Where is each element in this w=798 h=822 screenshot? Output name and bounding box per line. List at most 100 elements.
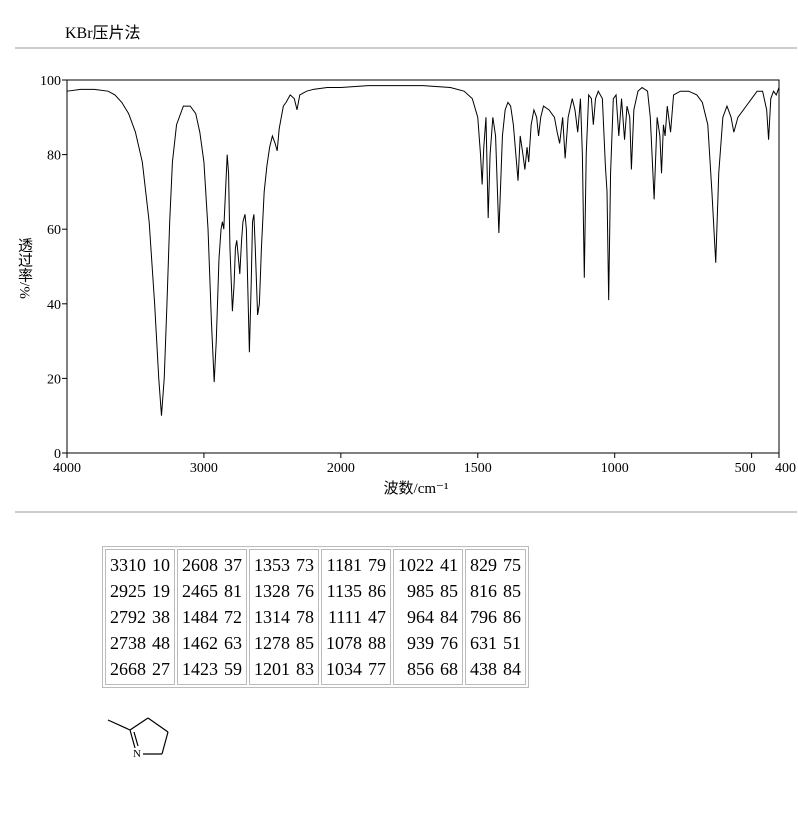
- transmittance: 47: [368, 607, 386, 627]
- wavenumber: 2668: [110, 659, 146, 679]
- wavenumber: 2738: [110, 633, 146, 653]
- transmittance: 78: [296, 607, 314, 627]
- wavenumber: 796: [470, 607, 497, 627]
- transmittance: 19: [152, 581, 170, 601]
- wavenumber: 1201: [254, 659, 290, 679]
- table-column: 1353 73 1328 76 1314 78 1278 85 1201 83: [249, 549, 319, 685]
- y-tick-label: 60: [47, 223, 61, 238]
- y-tick-label: 20: [47, 372, 61, 387]
- wavenumber: 964: [407, 607, 434, 627]
- wavenumber: 1484: [182, 607, 218, 627]
- x-tick-label: 2000: [327, 461, 355, 476]
- wavenumber: 2792: [110, 607, 146, 627]
- wavenumber: 1353: [254, 555, 290, 575]
- table-cell: 2792 38: [110, 604, 170, 630]
- spectrum: [66, 85, 780, 416]
- wavenumber: 631: [470, 633, 497, 653]
- wavenumber: 816: [470, 581, 497, 601]
- x-tick-label: 500: [735, 461, 756, 476]
- transmittance: 27: [152, 659, 170, 679]
- table-cell: 1462 63: [182, 630, 242, 656]
- table-cell: 1278 85: [254, 630, 314, 656]
- transmittance: 79: [368, 555, 386, 575]
- table-column: 1022 41 985 85 964 84 939 76 856 68: [393, 549, 463, 685]
- transmittance: 81: [224, 581, 242, 601]
- y-axis-label: 透过率/%: [16, 237, 33, 299]
- wavenumber: 1462: [182, 633, 218, 653]
- table-cell: 2608 37: [182, 552, 242, 578]
- transmittance: 85: [440, 581, 458, 601]
- transmittance: 86: [368, 581, 386, 601]
- x-tick-label: 4000: [53, 461, 81, 476]
- y-tick-label: 100: [40, 74, 61, 89]
- transmittance: 38: [152, 607, 170, 627]
- table-cell: 1484 72: [182, 604, 242, 630]
- wavenumber: 856: [407, 659, 434, 679]
- table-column: 3310 10 2925 19 2792 38 2738 48 2668 27: [105, 549, 175, 685]
- table-column: 1181 79 1135 86 1111 47 1078 88 1034 77: [321, 549, 391, 685]
- transmittance: 88: [368, 633, 386, 653]
- table-cell: 796 86: [470, 604, 521, 630]
- table-cell: 1328 76: [254, 578, 314, 604]
- wavenumber: 1423: [182, 659, 218, 679]
- transmittance: 68: [440, 659, 458, 679]
- table-cell: 1111 47: [326, 604, 386, 630]
- transmittance: 85: [503, 581, 521, 601]
- wavenumber: 438: [470, 659, 497, 679]
- table-cell: 1135 86: [326, 578, 386, 604]
- table-cell: 1078 88: [326, 630, 386, 656]
- table-cell: 939 76: [398, 630, 458, 656]
- table-cell: 829 75: [470, 552, 521, 578]
- table-cell: 816 85: [470, 578, 521, 604]
- wavenumber: 985: [407, 581, 434, 601]
- x-tick-label: 400: [775, 461, 796, 476]
- transmittance: 51: [503, 633, 521, 653]
- transmittance: 63: [224, 633, 242, 653]
- wavenumber: 1278: [254, 633, 290, 653]
- table-cell: 985 85: [398, 578, 458, 604]
- wavenumber: 1034: [326, 659, 362, 679]
- transmittance: 85: [296, 633, 314, 653]
- table-cell: 1201 83: [254, 656, 314, 682]
- transmittance: 59: [224, 659, 242, 679]
- table-cell: 964 84: [398, 604, 458, 630]
- table-cell: 2668 27: [110, 656, 170, 682]
- peak-table: 3310 10 2925 19 2792 38 2738 48 2668 27 2608 37 2465…: [102, 546, 529, 688]
- table-cell: 2738 48: [110, 630, 170, 656]
- method-title: KBr压片法: [65, 24, 141, 42]
- transmittance: 37: [224, 555, 242, 575]
- transmittance: 76: [296, 581, 314, 601]
- y-tick-label: 0: [54, 447, 61, 462]
- wavenumber: 1022: [398, 555, 434, 575]
- transmittance: 84: [503, 659, 521, 679]
- chart: KBr压片法 波数/cm⁻¹ 透过率/% 0 20 40 60 80 100 4000 300…: [15, 24, 797, 513]
- wavenumber: 939: [407, 633, 434, 653]
- atom-label: N: [133, 748, 141, 760]
- table-cell: 3310 10: [110, 552, 170, 578]
- y-tick-label: 40: [47, 298, 61, 313]
- x-tick-label: 1000: [601, 461, 629, 476]
- structure: N: [107, 717, 169, 760]
- table-cell: 1181 79: [326, 552, 386, 578]
- table-column: 2608 37 2465 81 1484 72 1462 63 1423 59: [177, 549, 247, 685]
- table-cell: 856 68: [398, 656, 458, 682]
- wavenumber: 1314: [254, 607, 290, 627]
- wavenumber: 829: [470, 555, 497, 575]
- table-cell: 438 84: [470, 656, 521, 682]
- x-axis-label: 波数/cm⁻¹: [384, 480, 449, 497]
- transmittance: 84: [440, 607, 458, 627]
- transmittance: 86: [503, 607, 521, 627]
- transmittance: 10: [152, 555, 170, 575]
- bonds: [107, 717, 169, 755]
- table-cell: 1034 77: [326, 656, 386, 682]
- x-tick-label: 3000: [190, 461, 218, 476]
- y-tick-label: 80: [47, 149, 61, 164]
- table-cell: 1353 73: [254, 552, 314, 578]
- table-cell: 2465 81: [182, 578, 242, 604]
- transmittance: 75: [503, 555, 521, 575]
- transmittance: 72: [224, 607, 242, 627]
- table-cell: 631 51: [470, 630, 521, 656]
- table-cell: 1022 41: [398, 552, 458, 578]
- table-cell: 1423 59: [182, 656, 242, 682]
